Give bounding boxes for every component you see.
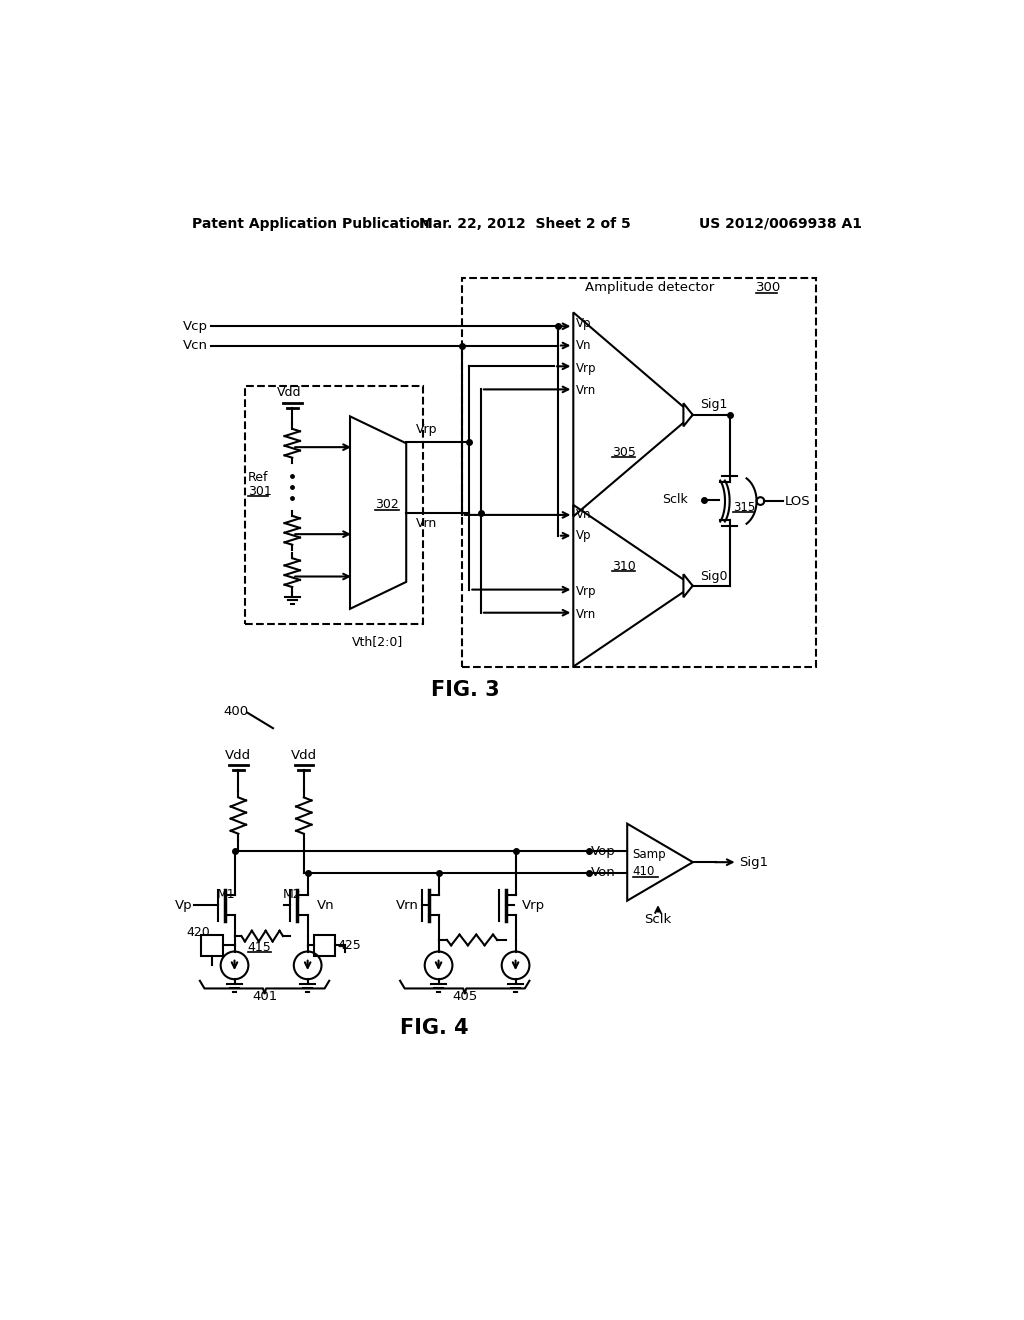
Text: 420: 420 [186,925,210,939]
Text: Vdd: Vdd [276,385,301,399]
Text: Von: Von [591,866,615,879]
Text: LOS: LOS [785,495,811,508]
Text: Vp: Vp [575,317,591,330]
Text: Vn: Vn [316,899,335,912]
Text: 310: 310 [611,560,636,573]
Text: Sig1: Sig1 [739,855,768,869]
Text: 415: 415 [248,941,271,954]
Text: FIG. 3: FIG. 3 [431,680,500,700]
Text: 305: 305 [611,446,636,459]
Text: Vdd: Vdd [225,748,252,762]
Bar [202,935,223,956]
Text: 300: 300 [756,281,781,294]
Bar [462,277,816,667]
Text: Vn: Vn [575,508,591,521]
Text: Ref: Ref [248,471,268,484]
Text: 400: 400 [223,705,248,718]
Text: Vp: Vp [575,529,591,543]
Text: M2: M2 [283,888,302,902]
Text: 302: 302 [376,499,399,511]
Text: Vop: Vop [591,845,615,858]
Text: 301: 301 [248,484,271,498]
Text: Vrp: Vrp [575,585,596,598]
Text: 405: 405 [453,990,477,1003]
Text: Vn: Vn [575,339,591,352]
Text: 410: 410 [633,865,655,878]
Bar [245,385,423,624]
Text: Vrn: Vrn [575,384,596,397]
Polygon shape [683,574,692,598]
Text: Samp: Samp [633,847,667,861]
Text: Vrp: Vrp [416,422,437,436]
Text: FIG. 4: FIG. 4 [400,1019,469,1039]
Text: Sig1: Sig1 [700,399,728,412]
Text: Sig0: Sig0 [700,570,728,583]
Text: Vcn: Vcn [183,339,208,352]
Text: M1: M1 [217,888,236,902]
Text: Mar. 22, 2012  Sheet 2 of 5: Mar. 22, 2012 Sheet 2 of 5 [419,216,631,231]
Text: US 2012/0069938 A1: US 2012/0069938 A1 [699,216,862,231]
Polygon shape [683,404,692,426]
Text: Vdd: Vdd [291,748,316,762]
Text: Vp: Vp [175,899,193,912]
Text: Sclk: Sclk [644,913,672,927]
Text: Sclk: Sclk [662,492,687,506]
Text: Vrn: Vrn [396,899,419,912]
Text: Patent Application Publication: Patent Application Publication [193,216,430,231]
Text: Vcp: Vcp [183,319,208,333]
Text: Vth[2:0]: Vth[2:0] [352,635,403,648]
Text: Vrp: Vrp [521,899,545,912]
Bar [313,935,336,956]
Text: Vrn: Vrn [416,517,436,529]
Text: Vrp: Vrp [575,362,596,375]
Text: Vrn: Vrn [575,607,596,620]
Text: 315: 315 [733,500,755,513]
Text: 401: 401 [252,990,278,1003]
Text: Amplitude detector: Amplitude detector [585,281,719,294]
Text: 425: 425 [337,939,360,952]
